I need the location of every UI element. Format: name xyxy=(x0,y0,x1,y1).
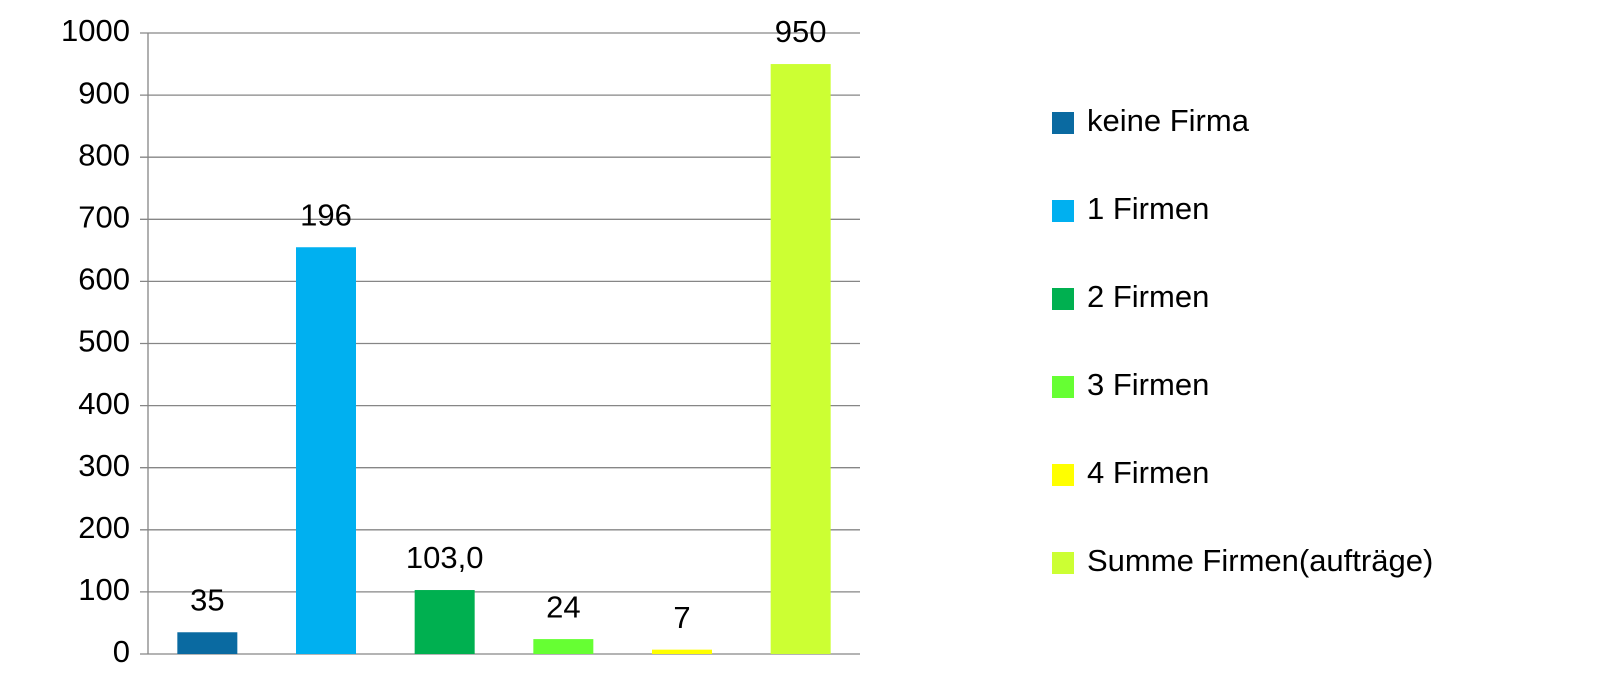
y-tick-label: 0 xyxy=(113,634,130,669)
y-tick-label: 100 xyxy=(78,572,130,607)
legend-label: 4 Firmen xyxy=(1087,455,1209,490)
y-tick-label: 1000 xyxy=(61,13,130,48)
bar xyxy=(652,649,712,654)
legend-label: 1 Firmen xyxy=(1087,191,1209,226)
legend-swatch xyxy=(1052,464,1074,486)
data-label: 7 xyxy=(673,600,690,635)
bar xyxy=(177,632,238,654)
bar xyxy=(296,247,356,654)
y-tick-label: 200 xyxy=(78,510,130,545)
y-tick-label: 600 xyxy=(78,262,130,297)
legend-swatch xyxy=(1052,288,1074,310)
legend-label: Summe Firmen(aufträge) xyxy=(1087,543,1433,578)
y-tick-label: 500 xyxy=(78,324,130,359)
y-tick-label: 300 xyxy=(78,448,130,483)
legend-label: 3 Firmen xyxy=(1087,367,1209,402)
legend-swatch xyxy=(1052,552,1074,574)
y-tick-label: 800 xyxy=(78,137,130,172)
legend-swatch xyxy=(1052,200,1074,222)
bar xyxy=(770,64,831,655)
data-label: 24 xyxy=(546,589,580,624)
legend-label: 2 Firmen xyxy=(1087,279,1209,314)
y-tick-label: 700 xyxy=(78,199,130,234)
data-label: 950 xyxy=(775,14,827,49)
data-label: 35 xyxy=(190,582,224,617)
legend-label: keine Firma xyxy=(1087,103,1250,138)
y-tick-label: 900 xyxy=(78,75,130,110)
legend-swatch xyxy=(1052,112,1074,134)
y-tick-label: 400 xyxy=(78,386,130,421)
data-label: 103,0 xyxy=(406,540,484,575)
legend-swatch xyxy=(1052,376,1074,398)
data-label: 196 xyxy=(300,197,352,232)
bar xyxy=(414,590,475,654)
bar xyxy=(533,639,594,654)
